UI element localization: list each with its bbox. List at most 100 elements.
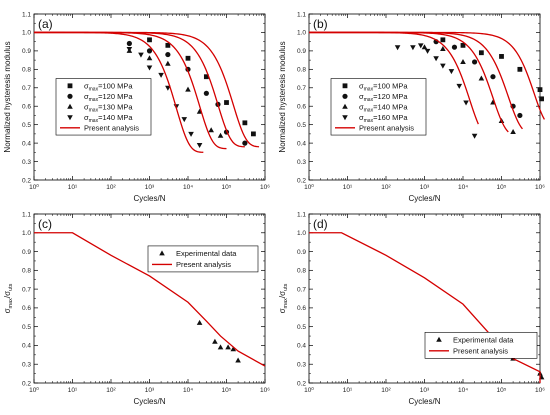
data-point — [203, 74, 209, 80]
data-point — [196, 142, 203, 148]
model-curve — [34, 31, 260, 148]
legend-label: σmax=120 MPa — [84, 92, 133, 103]
y-tick-label: 0.6 — [22, 305, 31, 312]
legend-label-part: σ — [84, 113, 89, 122]
data-point — [230, 346, 237, 352]
legend-label-part: σ — [84, 92, 89, 101]
y-tick-label: 0.3 — [22, 159, 31, 166]
legend-marker — [67, 115, 73, 121]
data-point — [165, 85, 171, 91]
x-tick-label: 10¹ — [68, 184, 78, 191]
legend: Experimental data Present analysis — [424, 331, 538, 359]
legend-label-part: max — [364, 118, 374, 124]
data-point — [203, 90, 209, 96]
x-axis-title: Cycles/N — [133, 194, 165, 203]
legend-label: Present analysis — [84, 124, 139, 133]
legend-label-part: σ — [359, 103, 364, 112]
y-tick-label: 0.5 — [297, 122, 306, 129]
y-axis-title-part: max — [8, 298, 14, 309]
legend-marker — [436, 336, 442, 342]
data-point — [421, 44, 428, 50]
y-tick-label: 0.3 — [22, 362, 31, 369]
y-tick-label: 0.6 — [297, 104, 306, 111]
legend-label-part: max — [89, 87, 99, 93]
legend-label: Present analysis — [359, 124, 414, 133]
y-tick-label: 0.9 — [297, 249, 306, 256]
y-tick-label: 0.8 — [297, 268, 306, 275]
data-point — [471, 59, 478, 65]
x-tick-label: 10² — [381, 184, 391, 191]
y-tick-label: 0.4 — [22, 140, 31, 147]
legend-label: σmax=100 MPa — [84, 82, 133, 93]
legend-label: σmax=100 MPa — [359, 82, 408, 93]
legend-label-part: =140 MPa — [373, 103, 408, 112]
data-point — [126, 40, 132, 47]
y-tick-label: 0.9 — [297, 48, 306, 55]
legend-label: σmax=140 MPa — [84, 113, 133, 124]
data-point — [424, 48, 431, 54]
data-point — [242, 140, 248, 146]
data-point — [212, 338, 218, 344]
legend-label-part: max — [364, 87, 374, 93]
panel-label: (b) — [313, 17, 328, 31]
x-tick-label: 10⁶ — [535, 387, 545, 394]
legend-label-part: max — [89, 108, 99, 114]
data-point — [510, 129, 516, 135]
data-point — [517, 66, 523, 72]
y-tick-label: 0.5 — [297, 324, 306, 331]
legend-label: Experimental data — [176, 249, 237, 258]
y-tick-label: 0.4 — [297, 343, 306, 350]
legend-label-part: =140 MPa — [98, 113, 133, 122]
x-tick-label: 10⁰ — [29, 386, 39, 394]
legend-label-part: max — [89, 118, 99, 124]
data-point — [165, 51, 171, 58]
legend-marker — [342, 103, 348, 109]
data-point — [147, 37, 152, 43]
x-tick-label: 10² — [106, 184, 116, 191]
chart-panel: 10⁰ 10¹ 10² 10³ 10⁴ 10⁵ 10⁶ 0.2 0.3 0.4 0.5 0.6 0.7 0… — [3, 211, 270, 406]
data-point — [225, 344, 231, 350]
x-tick-label: 10⁴ — [458, 184, 468, 191]
data-point — [463, 100, 469, 106]
y-tick-label: 1.0 — [22, 30, 31, 37]
y-axis-title: σmax/σuts — [3, 283, 14, 313]
legend-label-part: =120 MPa — [373, 92, 408, 101]
y-tick-label: 0.8 — [22, 268, 31, 275]
y-tick-label: 0.7 — [297, 286, 306, 293]
legend-label-part: =100 MPa — [373, 82, 408, 91]
y-tick-label: 0.7 — [22, 286, 31, 293]
x-tick-label: 10⁰ — [304, 183, 314, 191]
legend-label-part: σ — [359, 113, 364, 122]
data-point — [138, 52, 144, 58]
data-point — [539, 96, 544, 102]
y-tick-label: 0.8 — [22, 67, 31, 74]
legend: Experimental data Present analysis — [147, 245, 259, 273]
y-tick-label: 1.1 — [297, 211, 306, 218]
data-point — [224, 100, 229, 105]
legend-label-part: σ — [359, 92, 364, 101]
x-tick-label: 10⁶ — [260, 387, 270, 394]
y-axis-title-part: /σ — [3, 291, 12, 298]
x-tick-label: 10² — [381, 387, 391, 394]
legend-marker — [159, 250, 165, 256]
y-tick-label: 1.1 — [297, 11, 306, 18]
y-tick-label: 0.2 — [297, 177, 306, 184]
x-axis-title: Cycles/N — [408, 397, 440, 406]
legend-label: σmax=120 MPa — [359, 92, 408, 103]
data-point — [440, 46, 446, 52]
y-tick-label: 0.4 — [297, 140, 306, 147]
chart-panel: 10⁰ 10¹ 10² 10³ 10⁴ 10⁵ 10⁶ 0.2 0.3 0.4 0.5 0.6 0.7 0… — [3, 11, 270, 203]
y-tick-label: 0.2 — [297, 380, 306, 387]
y-tick-label: 0.9 — [22, 249, 31, 256]
y-tick-label: 0.6 — [297, 305, 306, 312]
x-tick-label: 10⁵ — [497, 387, 507, 394]
panel-label: (c) — [38, 217, 52, 231]
data-point — [499, 54, 504, 59]
legend-label-part: σ — [359, 82, 364, 91]
legend-marker — [67, 93, 73, 99]
x-tick-label: 10⁵ — [222, 184, 232, 191]
y-tick-label: 0.2 — [22, 380, 31, 387]
data-point — [251, 131, 256, 137]
